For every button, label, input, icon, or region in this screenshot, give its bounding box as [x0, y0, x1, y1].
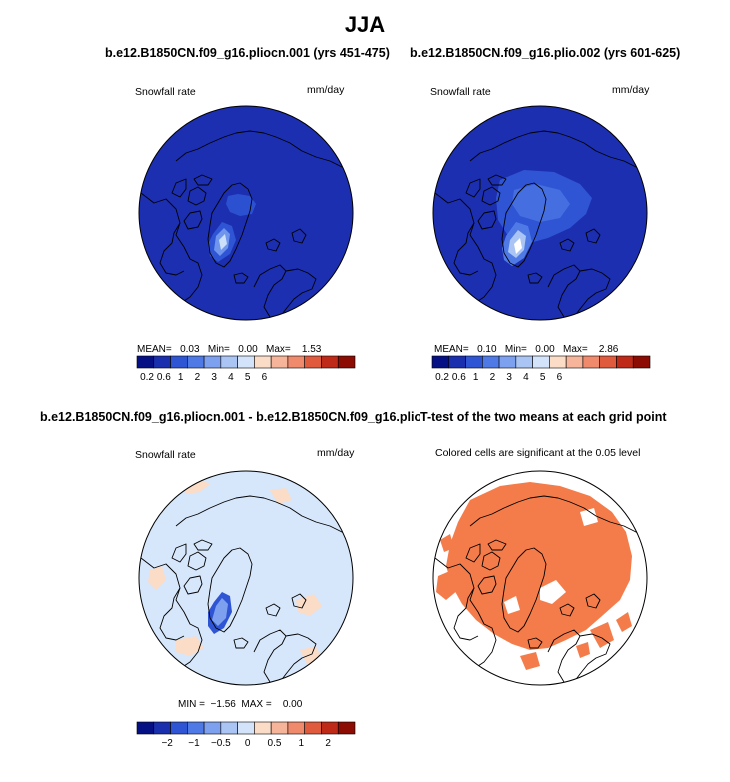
- colorbar-cell: [220, 721, 238, 735]
- colorbar-tick-label: 0: [245, 738, 251, 749]
- colorbar-cell: [187, 721, 205, 735]
- colorbar-tick-label: 5: [540, 372, 546, 383]
- colorbar-tick-label: 6: [262, 372, 268, 383]
- panel-1-stats: MEAN= 0.03 Min= 0.00 Max= 1.53: [137, 344, 322, 355]
- figure-title: JJA: [344, 12, 386, 37]
- colorbar-panel-3: −2 −1 −0.5 0 0.5 1 2: [136, 721, 356, 749]
- panel-2-map: [432, 105, 648, 321]
- panel-2-title: b.e12.B1850CN.f09_g16.plio.002 (yrs 601-…: [410, 46, 681, 60]
- colorbar-cell: [287, 721, 305, 735]
- panel-3-variable: Snowfall rate: [135, 449, 196, 461]
- panel-4-title: T-test of the two means at each grid poi…: [420, 410, 667, 424]
- colorbar-cell: [321, 721, 339, 735]
- colorbar-tick-label: 0.6: [452, 372, 466, 383]
- colorbar-tick-label: 1: [473, 372, 479, 383]
- colorbar-cell: [549, 355, 567, 369]
- colorbar-tick-label: 2: [490, 372, 496, 383]
- colorbar-tick-label: −1: [188, 738, 200, 749]
- colorbar-tick-label: 0.2: [435, 372, 449, 383]
- panel-3-title: b.e12.B1850CN.f09_g16.pliocn.001 - b.e12…: [40, 410, 447, 424]
- colorbar-cell: [448, 355, 466, 369]
- panel-1-map: [138, 105, 354, 321]
- colorbar-tick-label: 3: [211, 372, 217, 383]
- colorbar-cell: [237, 355, 255, 369]
- colorbar-tick-label: 5: [245, 372, 251, 383]
- panel-1-units: mm/day: [307, 84, 345, 96]
- colorbar-cell: [153, 355, 171, 369]
- colorbar-cell: [532, 355, 550, 369]
- colorbar-cell: [515, 355, 533, 369]
- colorbar-cell: [632, 355, 651, 369]
- colorbar-cell: [136, 721, 155, 735]
- colorbar-cell: [482, 355, 500, 369]
- colorbar-cell: [187, 355, 205, 369]
- colorbar-tick-label: 1: [299, 738, 305, 749]
- colorbar-cell: [270, 721, 289, 735]
- colorbar-cell: [337, 721, 356, 735]
- colorbar-cell: [220, 355, 238, 369]
- panel-2-units: mm/day: [612, 84, 650, 96]
- colorbar-cell: [153, 721, 171, 735]
- colorbar-cell: [237, 721, 255, 735]
- colorbar-cell: [170, 721, 188, 735]
- colorbar-cell: [203, 355, 222, 369]
- colorbar-tick-label: 3: [506, 372, 512, 383]
- colorbar-tick-label: −0.5: [211, 738, 231, 749]
- colorbar-cell: [254, 355, 272, 369]
- colorbar-cell: [582, 355, 600, 369]
- colorbar-cell: [498, 355, 517, 369]
- colorbar-tick-label: 4: [523, 372, 529, 383]
- colorbar-tick-label: 6: [557, 372, 563, 383]
- panel-3-stats: MIN = −1.56 MAX = 0.00: [178, 699, 303, 710]
- colorbar-tick-label: 2: [195, 372, 201, 383]
- colorbar-tick-label: 0.5: [268, 738, 282, 749]
- colorbar-tick-label: 1: [178, 372, 184, 383]
- colorbar-cell: [254, 721, 272, 735]
- colorbar-cell: [321, 355, 339, 369]
- panel-3-units: mm/day: [317, 447, 355, 459]
- colorbar-cell: [565, 355, 584, 369]
- colorbar-cell: [616, 355, 634, 369]
- colorbar-tick-label: 2: [325, 738, 331, 749]
- colorbar-panel-1: 0.2 0.6 1 2 3 4 5 6: [136, 355, 356, 383]
- colorbar-tick-label: 0.6: [157, 372, 171, 383]
- panel-1-title: b.e12.B1850CN.f09_g16.pliocn.001 (yrs 45…: [105, 46, 390, 60]
- panel-3-map: [138, 470, 354, 686]
- colorbar-cell: [170, 355, 188, 369]
- colorbar-panel-2: 0.2 0.6 1 2 3 4 5 6: [431, 355, 651, 383]
- panel-4-map: [432, 470, 648, 686]
- colorbar-tick-label: −2: [161, 738, 173, 749]
- panel-1-variable: Snowfall rate: [135, 86, 196, 98]
- colorbar-cell: [304, 721, 322, 735]
- colorbar-cell: [431, 355, 450, 369]
- colorbar-cell: [304, 355, 322, 369]
- panel-2-variable: Snowfall rate: [430, 86, 491, 98]
- colorbar-cell: [337, 355, 356, 369]
- colorbar-cell: [270, 355, 289, 369]
- colorbar-cell: [599, 355, 617, 369]
- panel-2-stats: MEAN= 0.10 Min= 0.00 Max= 2.86: [434, 344, 619, 355]
- panel-4-note: Colored cells are significant at the 0.0…: [435, 447, 641, 459]
- colorbar-tick-label: 0.2: [140, 372, 154, 383]
- colorbar-tick-label: 4: [228, 372, 234, 383]
- colorbar-cell: [203, 721, 222, 735]
- colorbar-cell: [287, 355, 305, 369]
- colorbar-cell: [136, 355, 155, 369]
- colorbar-cell: [465, 355, 483, 369]
